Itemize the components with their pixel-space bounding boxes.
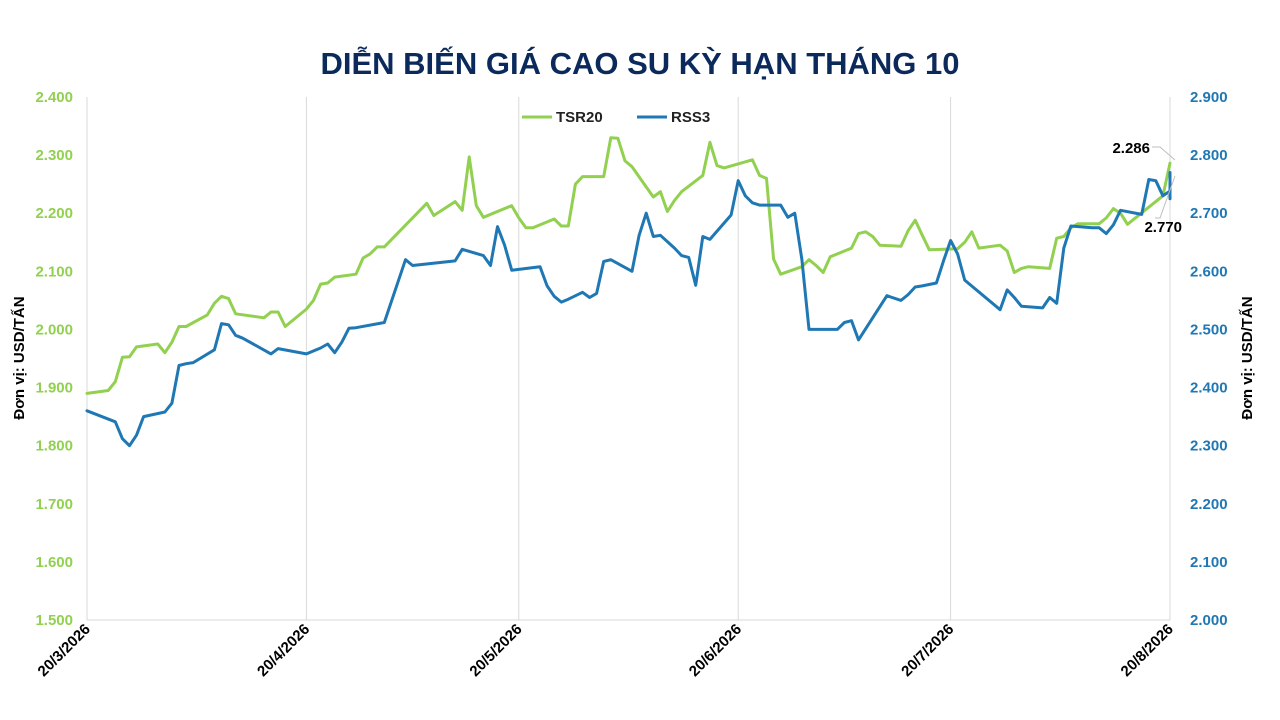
legend: TSR20 RSS3 [522,109,710,126]
right-tick-label: 2.000 [1190,612,1228,629]
x-tick-label: 20/8/2026 [1118,621,1177,680]
right-axis-label: Đơn vị: USD/TẤN [1239,296,1256,419]
right-tick-label: 2.700 [1190,205,1228,222]
left-tick-label: 2.000 [35,321,73,338]
right-tick-label: 2.800 [1190,147,1228,164]
annotation-leader-tsr20 [1152,147,1175,160]
left-axis-ticks: 1.500 1.600 1.700 1.800 1.900 2.000 2.100 2.200… [35,89,73,629]
left-tick-label: 2.200 [35,205,73,222]
series-layer [87,138,1170,446]
x-tick-label: 20/7/2026 [898,621,957,680]
annotation-rss3-last: 2.770 [1144,219,1182,236]
right-tick-label: 2.400 [1190,380,1228,397]
left-axis-label: Đơn vị: USD/TẤN [11,296,28,419]
left-tick-label: 2.300 [35,147,73,164]
series-line-rss3 [87,173,1170,446]
right-axis-ticks: 2.000 2.100 2.200 2.300 2.400 2.500 2.600 2.700… [1190,89,1228,629]
left-tick-label: 1.600 [35,554,73,571]
left-tick-label: 1.500 [35,612,73,629]
left-tick-label: 2.100 [35,263,73,280]
annotation-tsr20-last: 2.286 [1112,140,1150,157]
x-tick-label: 20/3/2026 [35,621,94,680]
x-tick-label: 20/6/2026 [686,621,745,680]
legend-label-tsr20: TSR20 [556,109,603,126]
left-tick-label: 2.400 [35,89,73,106]
vertical-gridlines [87,97,1170,620]
x-tick-label: 20/5/2026 [466,621,525,680]
right-tick-label: 2.200 [1190,496,1228,513]
legend-label-rss3: RSS3 [671,109,710,126]
series-line-tsr20 [87,138,1170,394]
axes [87,97,1170,620]
right-tick-label: 2.300 [1190,438,1228,455]
left-tick-label: 1.700 [35,496,73,513]
right-tick-label: 2.900 [1190,89,1228,106]
right-tick-label: 2.100 [1190,554,1228,571]
x-axis-ticks: 20/3/2026 20/4/2026 20/5/2026 20/6/2026 20/7… [35,621,1177,680]
right-tick-label: 2.600 [1190,263,1228,280]
chart-title: DIỄN BIẾN GIÁ CAO SU KỲ HẠN THÁNG 10 [320,46,959,81]
right-tick-label: 2.500 [1190,321,1228,338]
left-tick-label: 1.800 [35,438,73,455]
x-tick-label: 20/4/2026 [254,621,313,680]
left-tick-label: 1.900 [35,380,73,397]
